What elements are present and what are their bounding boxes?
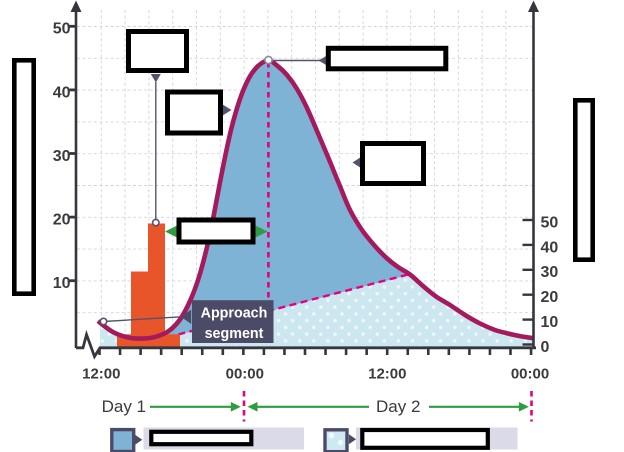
svg-text:Day 1: Day 1 [102, 397, 146, 416]
svg-text:40: 40 [53, 84, 71, 101]
svg-text:00:00: 00:00 [511, 365, 549, 382]
svg-text:10: 10 [53, 275, 71, 292]
svg-text:12:00: 12:00 [368, 365, 406, 382]
svg-text:00:00: 00:00 [226, 365, 264, 382]
svg-text:12:00: 12:00 [82, 365, 120, 382]
svg-text:50: 50 [541, 214, 559, 231]
svg-text:10: 10 [541, 314, 559, 331]
svg-text:0: 0 [541, 339, 550, 356]
svg-text:segment: segment [205, 326, 264, 342]
svg-text:20: 20 [53, 212, 71, 229]
svg-text:50: 50 [53, 21, 71, 38]
svg-text:Day 2: Day 2 [376, 397, 420, 416]
svg-text:30: 30 [53, 148, 71, 165]
svg-text:20: 20 [541, 289, 559, 306]
svg-text:30: 30 [541, 264, 559, 281]
svg-text:Approach: Approach [201, 305, 268, 321]
svg-text:40: 40 [541, 239, 559, 256]
